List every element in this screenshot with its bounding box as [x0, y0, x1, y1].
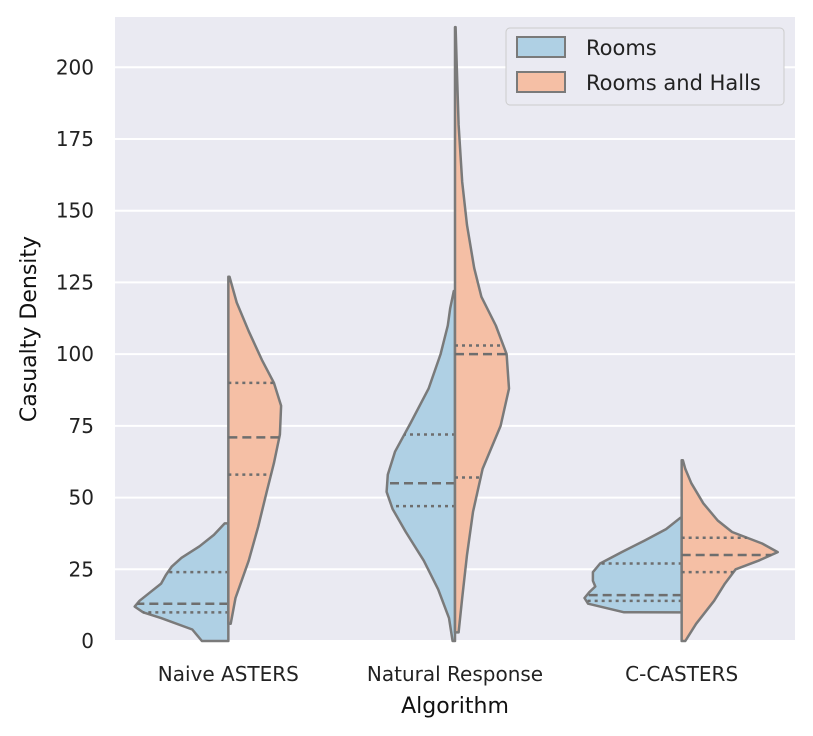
- y-tick-label: 100: [56, 342, 94, 366]
- legend-swatch-rooms-and-halls: [516, 71, 566, 93]
- legend-label-rooms: Rooms: [586, 36, 657, 60]
- violin-rooms-2: [385, 289, 457, 643]
- x-tick-label: Natural Response: [367, 662, 543, 686]
- y-tick-label: 175: [56, 127, 94, 151]
- y-axis-label: Casualty Density: [17, 236, 42, 422]
- x-tick-label: C-CASTERS: [625, 662, 738, 686]
- y-tick-label: 25: [69, 557, 94, 581]
- violins: [133, 25, 779, 643]
- y-tick-label: 125: [56, 270, 94, 294]
- y-tick-label: 150: [56, 199, 94, 223]
- legend-label-rooms-and-halls: Rooms and Halls: [586, 71, 761, 95]
- violin-rooms-and-halls-1: [227, 275, 283, 626]
- y-tick-label: 50: [69, 486, 94, 510]
- legend: Rooms Rooms and Halls: [505, 27, 785, 106]
- x-tick-labels: Naive ASTERS Natural Response C-CASTERS: [158, 662, 738, 686]
- legend-swatch-rooms: [516, 36, 566, 58]
- x-tick-label: Naive ASTERS: [158, 662, 299, 686]
- violin-rooms-and-halls-3: [680, 459, 779, 643]
- legend-frame: [505, 27, 785, 106]
- y-tick-label: 0: [81, 629, 94, 653]
- x-axis-label: Algorithm: [401, 694, 509, 719]
- y-tick-label: 200: [56, 55, 94, 79]
- y-tick-labels: 0 25 50 75 100 125 150 175 200: [56, 55, 94, 653]
- violin-rooms-and-halls-2: [453, 25, 511, 634]
- y-tick-label: 75: [69, 414, 94, 438]
- violin-rooms-3: [583, 516, 683, 614]
